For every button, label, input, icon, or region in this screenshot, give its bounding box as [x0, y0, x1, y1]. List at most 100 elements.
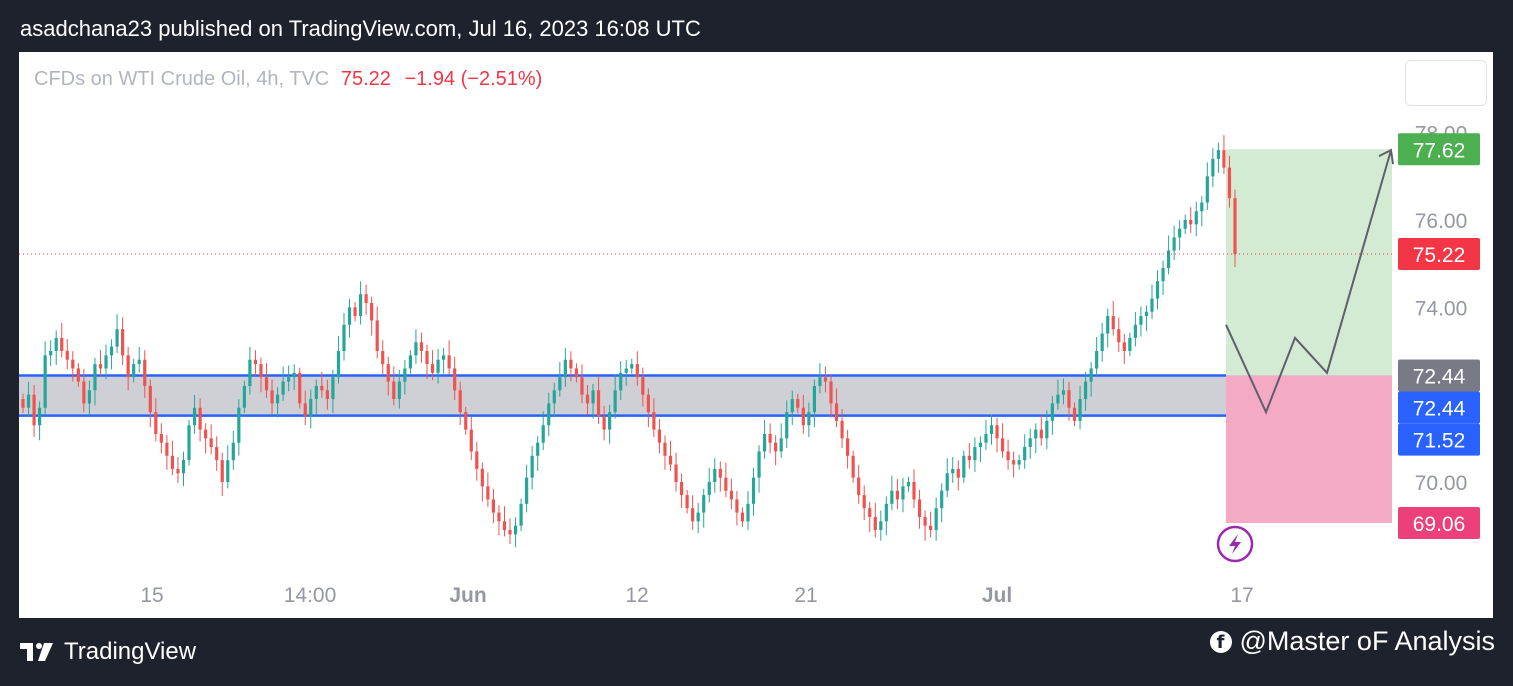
candle-body	[309, 399, 313, 417]
profit-zone	[1226, 149, 1392, 376]
candle-body	[641, 377, 645, 395]
price-label-zone-bottom: 71.52	[1398, 423, 1480, 456]
candle-body	[1200, 202, 1204, 212]
candle-body	[375, 320, 379, 351]
svg-text:69.06: 69.06	[1413, 513, 1466, 536]
candle-body	[713, 468, 717, 482]
candle-body	[851, 455, 855, 478]
candle-body	[718, 468, 722, 478]
candle-body	[165, 442, 169, 456]
candle-body	[1227, 167, 1232, 199]
candle-body	[796, 399, 800, 408]
candle-body	[60, 337, 64, 351]
candle-body	[762, 433, 767, 452]
projection-path	[1225, 149, 1392, 415]
legend-last-price: 75.22	[340, 68, 391, 90]
candle-body	[491, 499, 496, 513]
candle-body	[619, 372, 623, 391]
lightning-icon	[1216, 525, 1254, 563]
chart-panel[interactable]: 78.0076.0074.0070.001514:00Jun1221Jul17 …	[19, 52, 1493, 618]
candle-body	[929, 525, 933, 531]
candle-body	[215, 447, 219, 461]
price-label-zone-top: 72.44	[1398, 391, 1480, 424]
candle-body	[536, 442, 540, 456]
candle-body	[1205, 176, 1209, 203]
candle-body	[154, 412, 158, 434]
candle-body	[846, 438, 850, 456]
candle-body	[735, 499, 739, 513]
chart-toolbar-box[interactable]	[1405, 60, 1487, 106]
x-tick-label: Jun	[449, 584, 486, 607]
candle-body	[558, 377, 562, 391]
candle-body	[54, 337, 58, 351]
candle-body	[220, 460, 224, 482]
candle-body	[967, 455, 971, 461]
candle-body	[580, 377, 584, 395]
candle-body	[497, 512, 501, 522]
candle-body	[912, 482, 916, 500]
candle-body	[740, 512, 745, 522]
candle-body	[49, 351, 53, 356]
candle-body	[331, 377, 335, 400]
y-tick-label: 74.00	[1415, 297, 1468, 320]
candle-body	[940, 490, 944, 509]
candle-body	[325, 390, 329, 400]
candle-body	[486, 486, 490, 500]
candle-body	[403, 368, 407, 382]
candle-body	[336, 351, 341, 378]
price-chart[interactable]: 78.0076.0074.0070.001514:00Jun1221Jul17 …	[19, 52, 1493, 618]
candle-body	[1111, 316, 1115, 330]
candle-body	[962, 455, 966, 478]
candle-body	[358, 294, 363, 317]
candle-body	[181, 460, 186, 474]
candle-body	[1133, 324, 1137, 338]
price-label-stop: 69.06	[1398, 507, 1480, 540]
candle-body	[71, 359, 75, 369]
footer-credit-text: @Master oF Analysis	[1239, 626, 1496, 656]
candle-body	[104, 355, 108, 369]
candle-body	[790, 399, 794, 413]
x-tick-label: 17	[1230, 584, 1253, 607]
candle-body	[724, 477, 728, 491]
candle-body	[65, 351, 69, 360]
candle-body	[76, 368, 80, 382]
candle-body	[32, 394, 36, 426]
candle-body	[945, 473, 949, 491]
candle-body	[956, 468, 960, 478]
candle-body	[1183, 220, 1187, 229]
candle-body	[43, 355, 47, 408]
candle-body	[314, 385, 318, 400]
candle-body	[1222, 150, 1226, 168]
candle-body	[873, 516, 877, 531]
candle-body	[430, 364, 435, 373]
candle-body	[26, 394, 31, 408]
candle-body	[1150, 298, 1154, 312]
candle-body	[408, 355, 412, 369]
candle-body	[115, 329, 119, 347]
candle-body	[320, 385, 324, 391]
candle-body	[812, 385, 816, 413]
candle-body	[635, 364, 639, 378]
candle-body	[868, 508, 872, 517]
candle-body	[1106, 316, 1110, 334]
candle-body	[663, 442, 667, 456]
candle-body	[1056, 394, 1060, 404]
candle-body	[895, 490, 900, 500]
candle-body	[1122, 342, 1126, 351]
svg-text:72.44: 72.44	[1413, 397, 1466, 420]
candle-body	[38, 407, 42, 426]
price-label-entry: 72.44	[1398, 359, 1480, 392]
candle-body	[608, 412, 612, 430]
candle-body	[148, 385, 152, 413]
footer-brand[interactable]: TradingView	[20, 638, 196, 666]
candle-body	[978, 442, 983, 448]
candle-body	[1155, 281, 1160, 299]
candle-body	[1078, 399, 1082, 421]
candle-body	[469, 429, 473, 452]
candle-body	[1045, 420, 1049, 439]
candle-body	[132, 364, 136, 378]
candle-body	[884, 503, 888, 522]
y-tick-label: 76.00	[1415, 210, 1468, 233]
candle-body	[414, 342, 418, 356]
candle-body	[248, 359, 252, 386]
